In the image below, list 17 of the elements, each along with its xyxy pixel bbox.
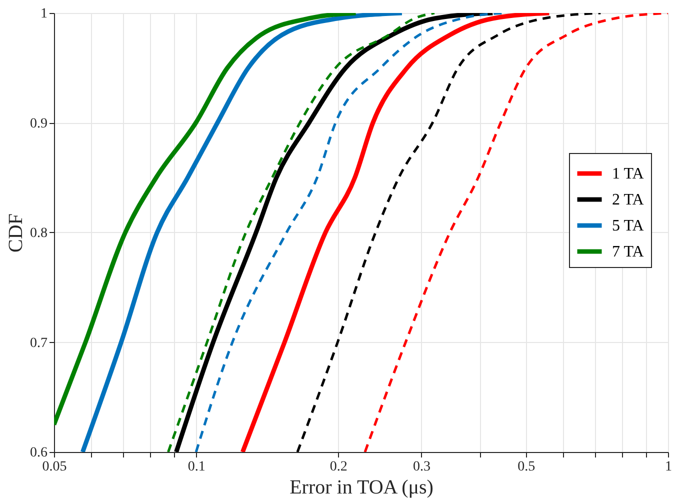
legend-label: 1 TA xyxy=(612,166,644,182)
x-tick-label: 0.3 xyxy=(412,460,430,474)
x-tick-label: 1 xyxy=(665,460,672,474)
x-tick-label: 0.05 xyxy=(42,460,67,474)
legend-label: 2 TA xyxy=(612,192,644,208)
x-tick-label: 0.1 xyxy=(188,460,206,474)
y-tick-label: 0.9 xyxy=(30,116,48,132)
x-axis-title: Error in TOA (μs) xyxy=(290,476,434,498)
y-tick-label: 0.8 xyxy=(30,226,48,241)
legend-label: 7 TA xyxy=(612,244,644,260)
y-tick-label: 0.7 xyxy=(30,336,48,351)
x-tick-label: 0.5 xyxy=(518,460,536,474)
x-tick-label: 0.2 xyxy=(330,460,348,474)
y-tick-label: 0.6 xyxy=(30,446,48,460)
y-axis-title: CDF xyxy=(5,214,27,252)
y-tick-label: 1 xyxy=(40,6,48,22)
legend-label: 5 TA xyxy=(612,218,644,234)
